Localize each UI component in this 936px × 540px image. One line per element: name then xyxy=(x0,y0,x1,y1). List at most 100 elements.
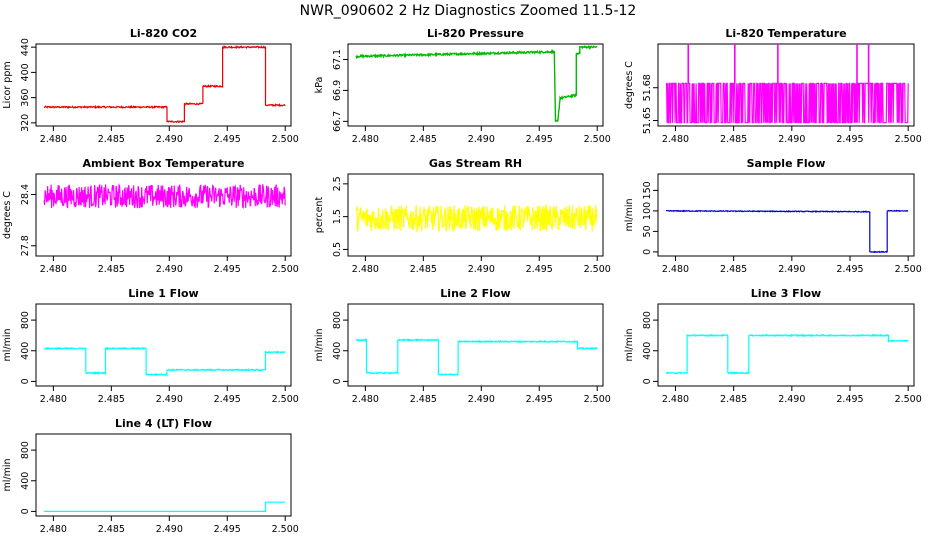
x-tick-label: 2.480 xyxy=(40,394,67,405)
x-tick-label: 2.490 xyxy=(778,134,805,145)
x-tick-label: 2.500 xyxy=(895,394,922,405)
series-line-1 xyxy=(666,82,909,124)
x-tick-label: 2.480 xyxy=(40,134,67,145)
y-tick-label: 0 xyxy=(642,249,653,255)
chart-title: Line 3 Flow xyxy=(751,287,821,300)
y-axis-label: kPa xyxy=(314,77,325,94)
x-tick-label: 2.485 xyxy=(410,394,437,405)
x-tick-label: 2.485 xyxy=(98,264,125,275)
x-tick-label: 2.495 xyxy=(526,134,553,145)
x-tick-label: 2.480 xyxy=(352,134,379,145)
y-axis-label: degrees C xyxy=(624,61,635,109)
y-tick-label: 0 xyxy=(20,378,31,384)
y-tick-label: 400 xyxy=(642,342,653,360)
y-tick-label: 1.5 xyxy=(332,209,343,224)
chart-panel-3: Li-820 Temperature 2.480 2.485 2.490 2.495 2.… xyxy=(624,27,922,145)
x-tick-label: 2.480 xyxy=(40,264,67,275)
chart-title: Line 2 Flow xyxy=(440,287,510,300)
y-axis-label: Licor ppm xyxy=(2,61,13,108)
plot-frame xyxy=(347,303,604,387)
series-line-1 xyxy=(43,346,286,377)
plot-frame xyxy=(657,303,915,387)
x-tick-label: 2.480 xyxy=(662,264,689,275)
y-tick-label: 400 xyxy=(20,472,31,490)
x-tick-label: 2.495 xyxy=(836,394,863,405)
series-line-1 xyxy=(355,338,598,376)
x-tick-label: 2.500 xyxy=(272,264,299,275)
x-tick-label: 2.495 xyxy=(214,264,241,275)
y-tick-label: 66.9 xyxy=(332,80,343,101)
x-tick-label: 2.480 xyxy=(40,524,67,535)
chart-panel-2: Li-820 Pressure 2.480 2.485 2.490 2.495 2.500… xyxy=(314,27,611,145)
x-tick-label: 2.490 xyxy=(156,524,183,535)
x-tick-label: 2.500 xyxy=(272,134,299,145)
series-line-1 xyxy=(43,44,286,124)
y-tick-label: 100 xyxy=(642,202,653,220)
y-axis-label: ml/min xyxy=(624,328,635,361)
page-title: NWR_090602 2 Hz Diagnostics Zoomed 11.5-… xyxy=(299,3,637,19)
chart-title: Line 4 (LT) Flow xyxy=(115,417,212,430)
chart-panel-7: Line 1 Flow 2.480 2.485 2.490 2.495 2.500 0 400… xyxy=(2,287,299,405)
chart-panel-10: Line 4 (LT) Flow 2.480 2.485 2.490 2.495 2.50… xyxy=(2,417,299,535)
y-axis-label: ml/min xyxy=(624,198,635,231)
x-tick-label: 2.485 xyxy=(98,134,125,145)
y-tick-label: 0 xyxy=(20,508,31,514)
x-tick-label: 2.500 xyxy=(272,394,299,405)
y-tick-label: 27.8 xyxy=(20,235,31,256)
y-tick-label: 0.5 xyxy=(332,242,343,257)
chart-title: Li-820 CO2 xyxy=(130,27,197,40)
y-axis-label: percent xyxy=(314,197,325,234)
series-line-1 xyxy=(665,333,909,375)
y-tick-label: 400 xyxy=(20,342,31,360)
plot-frame xyxy=(35,303,292,387)
x-tick-label: 2.480 xyxy=(662,134,689,145)
chart-panel-1: Li-820 CO2 2.480 2.485 2.490 2.495 2.500 320 36… xyxy=(2,27,299,145)
series-line-1 xyxy=(355,203,598,233)
chart-panel-9: Line 3 Flow 2.480 2.485 2.490 2.495 2.500 0 400… xyxy=(624,287,922,405)
x-tick-label: 2.490 xyxy=(778,394,805,405)
chart-panel-6: Sample Flow 2.480 2.485 2.490 2.495 2.500 0 50 1… xyxy=(624,157,922,275)
x-tick-label: 2.495 xyxy=(214,524,241,535)
x-tick-label: 2.495 xyxy=(836,134,863,145)
y-tick-label: 50 xyxy=(642,225,653,237)
x-tick-label: 2.490 xyxy=(468,264,495,275)
y-axis-label: degrees C xyxy=(2,191,13,239)
plot-frame xyxy=(347,43,604,127)
x-tick-label: 2.495 xyxy=(836,264,863,275)
x-tick-label: 2.490 xyxy=(156,394,183,405)
x-tick-label: 2.490 xyxy=(156,134,183,145)
y-tick-label: 28.4 xyxy=(20,184,31,205)
y-tick-label: 360 xyxy=(20,89,31,107)
x-tick-label: 2.500 xyxy=(584,264,611,275)
x-tick-label: 2.480 xyxy=(352,394,379,405)
y-tick-label: 51.65 xyxy=(642,107,653,134)
plot-frame xyxy=(657,173,915,257)
x-tick-label: 2.495 xyxy=(526,264,553,275)
x-tick-label: 2.500 xyxy=(895,134,922,145)
chart-title: Li-820 Temperature xyxy=(725,27,846,40)
y-tick-label: 400 xyxy=(20,63,31,81)
y-tick-label: 2.5 xyxy=(332,176,343,191)
x-tick-label: 2.495 xyxy=(214,394,241,405)
y-tick-label: 51.68 xyxy=(642,74,653,101)
series-line-1 xyxy=(43,183,286,209)
chart-title: Sample Flow xyxy=(747,157,826,170)
x-tick-label: 2.485 xyxy=(410,264,437,275)
series-line-1 xyxy=(665,209,909,254)
chart-title: Ambient Box Temperature xyxy=(83,157,245,170)
x-tick-label: 2.480 xyxy=(352,264,379,275)
x-tick-label: 2.490 xyxy=(468,134,495,145)
plot-frame xyxy=(35,433,292,517)
chart-title: Line 1 Flow xyxy=(128,287,198,300)
y-tick-label: 800 xyxy=(20,311,31,329)
x-tick-label: 2.485 xyxy=(98,394,125,405)
x-tick-label: 2.500 xyxy=(584,134,611,145)
y-tick-label: 0 xyxy=(642,378,653,384)
x-tick-label: 2.485 xyxy=(720,264,747,275)
y-tick-label: 440 xyxy=(20,38,31,56)
y-tick-label: 0 xyxy=(332,378,343,384)
x-tick-label: 2.490 xyxy=(778,264,805,275)
x-tick-label: 2.490 xyxy=(156,264,183,275)
plot-frame xyxy=(35,43,292,127)
